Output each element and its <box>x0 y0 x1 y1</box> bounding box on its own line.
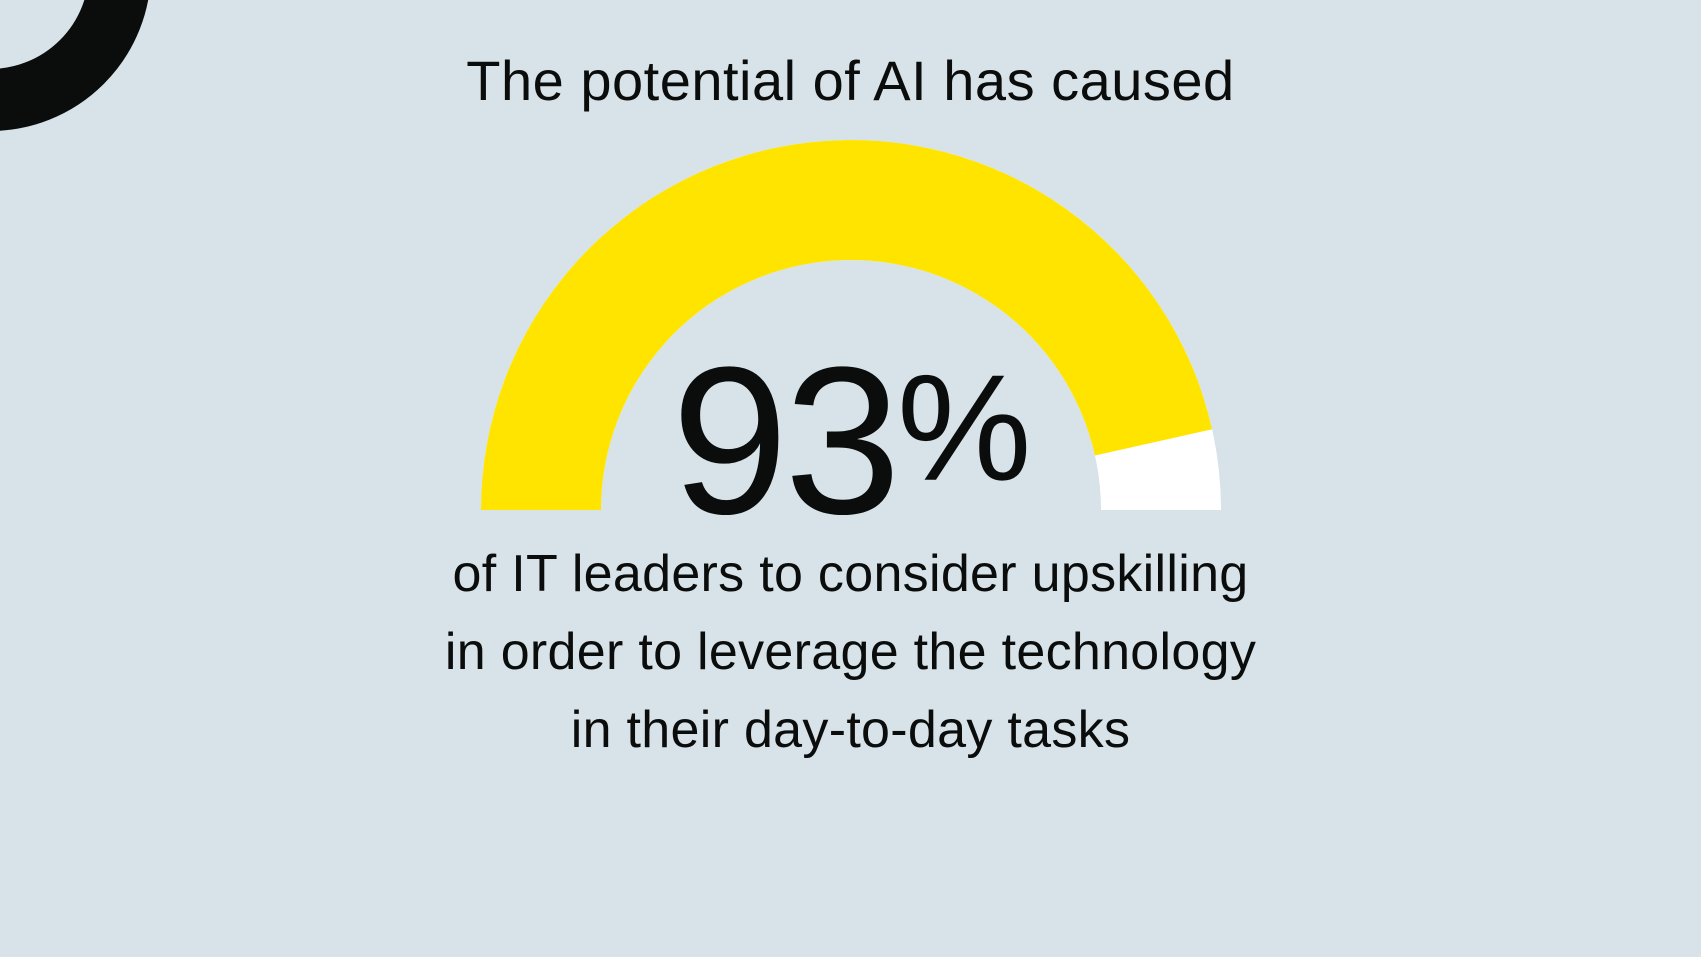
headline-text: The potential of AI has caused <box>0 48 1701 113</box>
stat-value: 93% <box>671 336 1029 546</box>
stat-number: 93 <box>671 323 897 558</box>
percent-sign: % <box>897 344 1029 513</box>
body-line: of IT leaders to consider upskilling <box>0 535 1701 613</box>
infographic-canvas: The potential of AI has caused 93% of IT… <box>0 0 1701 957</box>
body-line: in order to leverage the technology <box>0 613 1701 691</box>
body-line: in their day-to-day tasks <box>0 691 1701 769</box>
body-copy: of IT leaders to consider upskillingin o… <box>0 535 1701 769</box>
